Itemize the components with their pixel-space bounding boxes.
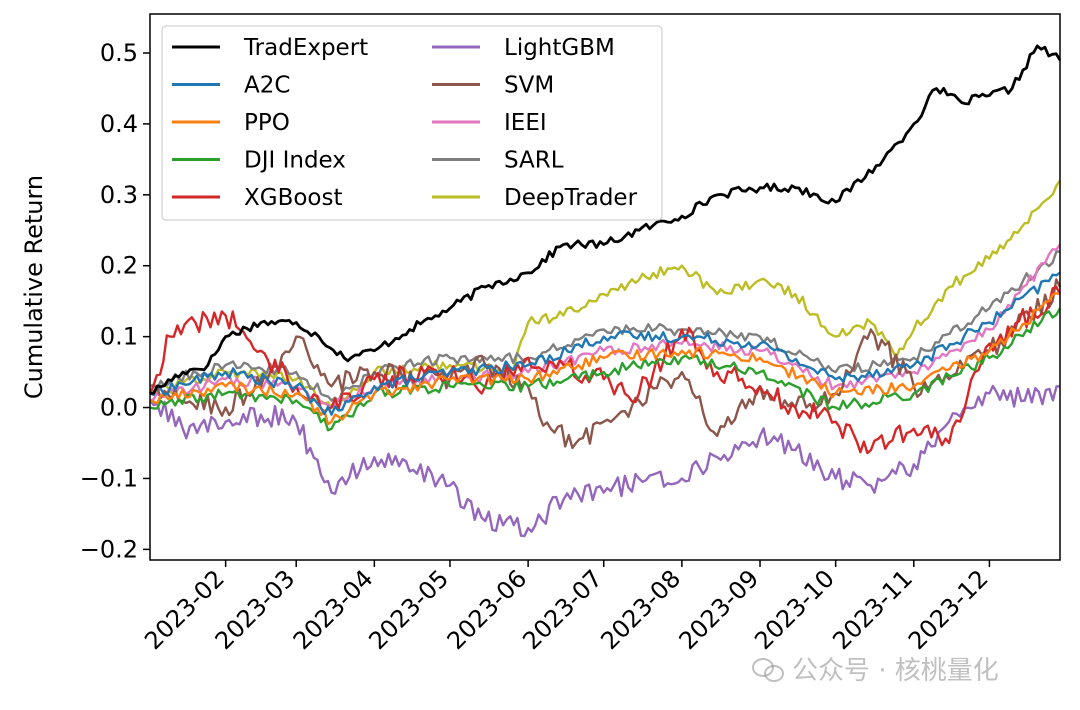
x-tick-label: 2023-12 <box>903 564 994 655</box>
legend: TradExpert A2C PPO DJI Index XGBoost LightGBM… <box>161 25 663 221</box>
legend-label: LightGBM <box>504 35 615 61</box>
y-tick-label: 0.2 <box>100 252 138 280</box>
series-line-sarl <box>149 250 1061 403</box>
series-line-ppo <box>149 292 1061 426</box>
x-tick-label: 2023-10 <box>749 564 840 655</box>
series-line-tradexpert <box>149 44 1062 395</box>
legend-label: SARL <box>504 148 564 174</box>
x-tick-label: 2023-07 <box>517 564 608 655</box>
series-line-svm <box>149 278 1062 450</box>
y-tick-label: 0.1 <box>100 323 138 351</box>
series-line-a2c <box>149 271 1061 416</box>
y-tick-label: 0.0 <box>100 394 138 422</box>
legend-label: SVM <box>504 73 554 99</box>
x-tick-label: 2023-04 <box>288 564 379 655</box>
y-tick-label: 0.5 <box>100 39 138 67</box>
series-layer <box>148 44 1062 538</box>
series-line-dji-index <box>149 307 1062 432</box>
y-axis: −0.2 −0.1 0.0 0.1 0.2 0.3 0.4 0.5 <box>80 39 150 563</box>
legend-label: TradExpert <box>243 35 368 61</box>
legend-label: DeepTrader <box>504 185 638 211</box>
legend-label: A2C <box>244 73 290 99</box>
legend-label: XGBoost <box>244 185 343 211</box>
x-tick-label: 2023-09 <box>674 564 765 655</box>
x-tick-label: 2023-06 <box>442 564 533 655</box>
plot-frame <box>149 13 1061 561</box>
x-tick-label: 2023-05 <box>364 564 455 655</box>
x-axis: 2023-022023-032023-042023-052023-062023-… <box>139 560 994 655</box>
x-tick-label: 2023-11 <box>827 564 918 655</box>
watermark-text: 公众号 · 核桃量化 <box>792 656 999 686</box>
y-tick-label: −0.1 <box>80 464 138 492</box>
x-tick-label: 2023-08 <box>595 564 686 655</box>
y-tick-label: 0.3 <box>100 181 138 209</box>
legend-label: IEEI <box>504 110 547 136</box>
y-tick-label: −0.2 <box>80 535 138 563</box>
legend-box <box>161 25 663 221</box>
watermark: 公众号 · 核桃量化 <box>752 650 999 687</box>
series-line-lightgbm <box>149 384 1061 538</box>
legend-label: DJI Index <box>244 148 346 174</box>
wechat-icon <box>752 656 786 682</box>
legend-label: PPO <box>244 110 290 136</box>
y-axis-label: Cumulative Return <box>20 175 48 399</box>
y-tick-label: 0.4 <box>100 110 138 138</box>
